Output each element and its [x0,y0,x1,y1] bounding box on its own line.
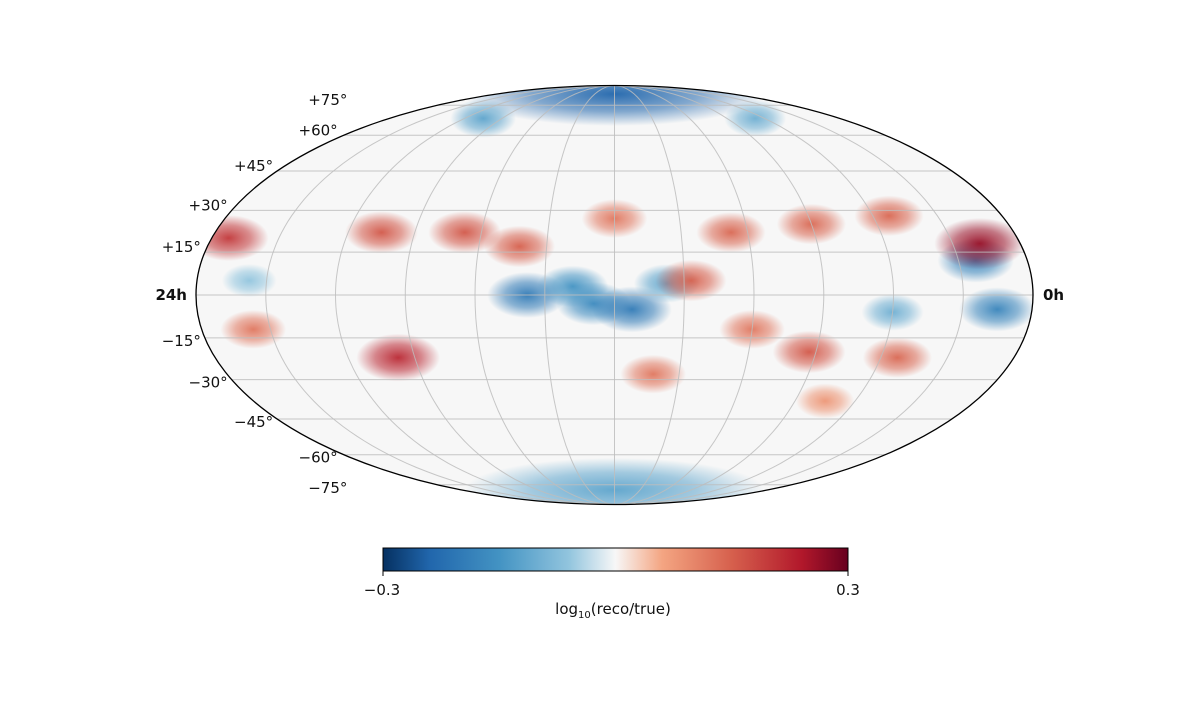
heatmap-blob [655,259,727,302]
colorbar-bar [382,547,849,572]
latitude-label: −75° [308,479,347,497]
meridian-line [474,85,615,505]
meridian-line [614,85,895,505]
heatmap-blob [537,265,609,308]
ra-label-left: 24h [155,286,187,304]
heatmap-blob [959,287,1033,332]
colorbar-axis-label: log10(reco/true) [555,600,671,621]
heatmap-blob [484,225,555,268]
meridian-line [404,85,615,505]
meridian-line [614,85,755,505]
graticule [196,85,1033,505]
ra-label-right: 0h [1043,286,1064,304]
latitude-label: −30° [189,374,228,392]
heatmap-blob [620,354,686,394]
heatmap-blob [696,212,766,253]
heatmap-blob [356,333,441,382]
heatmap-blob [934,217,1026,270]
heatmap-blob [220,310,287,349]
heatmap-blob [345,211,418,254]
latitude-label: +75° [308,91,347,109]
meridian-line [614,85,685,505]
heatmap-blob [862,337,933,378]
colorbar-label-subscript: 10 [578,610,591,621]
colorbar-tick-label-max: 0.3 [836,581,860,599]
heatmap-blob [854,195,924,237]
colorbar-label-main: log [555,600,578,618]
meridian-line [614,85,825,505]
colorbar: −0.3 0.3 log10(reco/true) [364,547,860,621]
heatmap-blob [428,211,502,254]
heatmap-blob [772,330,846,374]
meridian-line [614,85,964,505]
heatmap-blob [450,99,516,138]
meridian-line [265,85,615,505]
colorbar-tick-label-min: −0.3 [364,581,400,599]
meridian-line [334,85,615,505]
meridian-line [544,85,615,505]
latitude-label: +30° [189,196,228,214]
latitude-label: −60° [299,449,338,467]
latitude-label: +15° [162,238,201,256]
heatmap-blob [795,383,855,419]
latitude-label: −45° [234,413,273,431]
latitude-label: +60° [299,121,338,139]
heatmap-blobs [196,85,1033,505]
map-outline [195,84,1034,506]
heatmap-blob [221,263,277,298]
latitude-label: +45° [234,157,273,175]
latitude-labels: +75° +60° +45° +30° +15° −15° −30° −45° −60° −75° [162,91,348,497]
latitude-label: −15° [162,332,201,350]
colorbar-label-rest: (reco/true) [591,600,671,618]
sky-map [195,84,1034,506]
heatmap-layer [196,85,1033,505]
